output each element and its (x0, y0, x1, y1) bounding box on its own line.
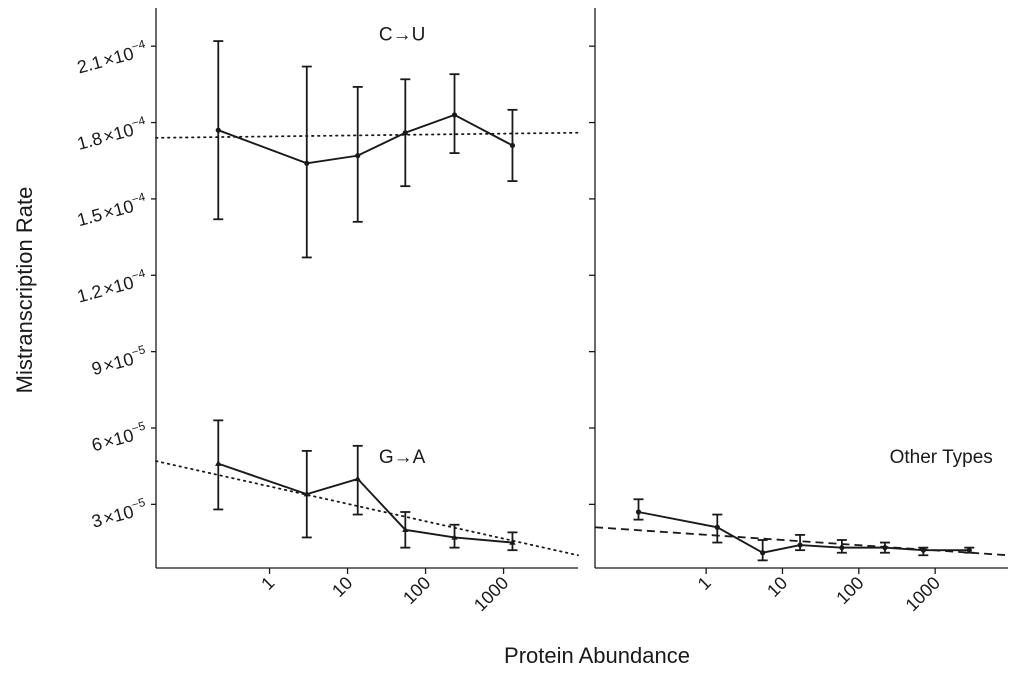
y-tick-times: × (101, 430, 116, 452)
y-tick-times: × (101, 48, 116, 70)
y-tick-exponent: −4 (130, 37, 147, 54)
y-tick-exponent: −4 (130, 189, 147, 206)
y-tick-label: 9×10−5 (89, 342, 150, 379)
y-tick-times: × (101, 201, 116, 223)
data-point (451, 112, 458, 118)
x-tick-label: 100 (399, 573, 434, 608)
y-tick-mantissa: 6 (90, 434, 105, 456)
y-tick-mantissa: 9 (90, 357, 105, 379)
data-point (966, 547, 972, 553)
data-point (402, 526, 409, 533)
y-tick-exponent: −5 (130, 419, 147, 436)
y-tick-exponent: −5 (130, 342, 147, 359)
panel-annotation: G→A (379, 447, 426, 468)
x-tick-label: 1 (694, 573, 715, 594)
y-tick-mantissa: 2.1 (75, 52, 104, 78)
x-tick-label: 1000 (470, 573, 512, 615)
y-tick-times: × (101, 278, 116, 300)
x-tick-label: 10 (328, 573, 356, 601)
data-point (509, 539, 516, 545)
y-tick-times: × (101, 507, 116, 529)
data-point (215, 460, 222, 466)
series-line (217, 113, 513, 165)
data-point (797, 542, 803, 548)
data-point (635, 509, 642, 515)
x-tick-label: 100 (832, 573, 867, 608)
data-point (882, 545, 888, 551)
x-tick-label: 1 (257, 573, 278, 594)
y-tick-exponent: −4 (130, 266, 147, 283)
data-point (714, 524, 720, 530)
data-point (215, 127, 221, 133)
y-tick-exponent: −4 (130, 113, 147, 130)
x-tick-label: 1000 (902, 573, 944, 615)
y-tick-mantissa: 1.8 (75, 128, 104, 154)
data-point (304, 160, 310, 166)
data-point (920, 547, 926, 553)
y-tick-times: × (101, 125, 116, 147)
y-tick-times: × (101, 354, 116, 376)
x-axis-title: Protein Abundance (504, 643, 690, 668)
data-point (354, 475, 361, 482)
fit-line (155, 131, 579, 139)
y-tick-label: 3×10−5 (89, 495, 150, 532)
data-point (760, 550, 766, 556)
fit-line (155, 460, 579, 557)
series-line (638, 511, 970, 554)
y-axis-title: Mistranscription Rate (12, 187, 37, 394)
data-point (839, 545, 845, 551)
y-tick-exponent: −5 (130, 495, 147, 512)
data-point (303, 490, 310, 497)
data-point (355, 153, 361, 159)
y-tick-label: 2.1×10−4 (74, 37, 149, 78)
y-tick-mantissa: 1.5 (75, 204, 104, 230)
panel-annotation: Other Types (890, 447, 993, 468)
y-tick-label: 1.2×10−4 (74, 266, 149, 307)
y-tick-label: 1.8×10−4 (74, 113, 149, 154)
y-tick-label: 6×10−5 (89, 419, 150, 456)
panel-annotation: C→U (379, 24, 425, 45)
data-point (451, 533, 458, 540)
y-tick-label: 1.5×10−4 (74, 189, 149, 230)
data-point (402, 130, 408, 136)
y-tick-mantissa: 1.2 (75, 281, 104, 307)
series-line (217, 462, 513, 544)
data-point (509, 142, 516, 149)
x-tick-label: 10 (763, 573, 791, 601)
y-tick-mantissa: 3 (90, 510, 105, 532)
